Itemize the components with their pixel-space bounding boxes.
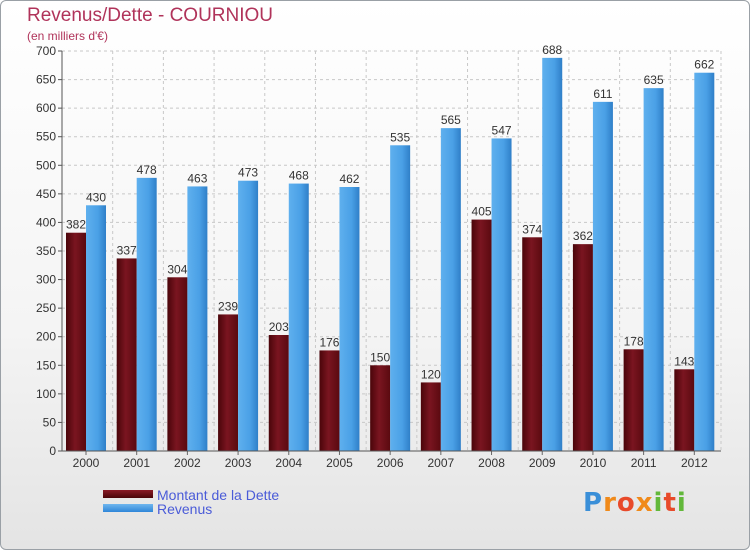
x-tick-label: 2010: [580, 456, 607, 470]
value-label-revenus: 478: [137, 163, 157, 177]
chart-subtitle: (en milliers d'€): [27, 29, 108, 43]
y-tick-label: 500: [36, 158, 56, 172]
bar-dette: [370, 365, 391, 451]
x-tick-label: 2002: [174, 456, 201, 470]
bar-revenus: [339, 187, 360, 451]
value-label-revenus: 635: [644, 73, 664, 87]
x-tick-label: 2000: [73, 456, 100, 470]
bar-revenus: [694, 72, 715, 451]
bar-revenus: [288, 183, 309, 452]
bar-revenus: [238, 180, 259, 451]
bar-revenus: [592, 101, 613, 451]
value-label-dette: 374: [522, 222, 542, 236]
y-tick-label: 0: [49, 444, 56, 458]
bar-revenus: [643, 88, 664, 452]
x-tick-label: 2005: [326, 456, 353, 470]
y-tick-label: 300: [36, 273, 56, 287]
value-label-revenus: 430: [86, 190, 106, 204]
bar-revenus: [136, 177, 157, 451]
bar-revenus: [390, 145, 411, 452]
legend-label-revenus: Revenus: [157, 501, 213, 517]
legend-label-dette: Montant de la Dette: [157, 487, 280, 503]
bar-revenus: [542, 57, 563, 451]
x-tick-label: 2012: [681, 456, 708, 470]
x-tick-label: 2006: [377, 456, 404, 470]
value-label-revenus: 688: [542, 43, 562, 57]
bar-revenus: [440, 128, 461, 451]
y-tick-label: 150: [36, 358, 56, 372]
y-tick-label: 400: [36, 215, 56, 229]
value-label-revenus: 468: [289, 169, 309, 183]
y-tick-label: 650: [36, 73, 56, 87]
x-tick-label: 2003: [225, 456, 252, 470]
value-label-dette: 405: [472, 205, 492, 219]
y-tick-label: 50: [43, 415, 57, 429]
value-label-revenus: 535: [390, 130, 410, 144]
bar-dette: [218, 314, 239, 451]
bar-dette: [471, 219, 492, 451]
value-label-dette: 304: [167, 262, 187, 276]
bar-dette: [268, 335, 289, 451]
axes: 0 50 100 150 200 250 300 350 400 450 500 550 600 650 7…: [36, 44, 721, 470]
y-tick-label: 700: [36, 44, 56, 58]
y-tick-label: 250: [36, 301, 56, 315]
y-tick-label: 100: [36, 387, 56, 401]
y-tick-label: 600: [36, 101, 56, 115]
value-label-dette: 143: [674, 354, 694, 368]
bar-revenus: [187, 186, 208, 451]
value-label-revenus: 473: [238, 166, 258, 180]
bar-dette: [420, 382, 441, 451]
legend-swatch-dette: [103, 490, 153, 498]
value-label-dette: 120: [421, 367, 441, 381]
bar-dette: [522, 237, 543, 451]
value-label-dette: 362: [573, 229, 593, 243]
bar-dette: [623, 349, 644, 451]
value-label-dette: 178: [624, 334, 644, 348]
y-tick-label: 200: [36, 330, 56, 344]
y-tick-label: 550: [36, 130, 56, 144]
value-label-revenus: 463: [187, 171, 207, 185]
bars: [66, 57, 715, 452]
value-label-revenus: 611: [593, 87, 612, 101]
bar-revenus: [86, 205, 106, 451]
value-label-dette: 203: [269, 320, 289, 334]
bar-dette: [674, 369, 695, 451]
value-label-dette: 239: [218, 299, 238, 313]
bar-dette: [167, 277, 188, 451]
value-label-revenus: 462: [339, 172, 359, 186]
y-tick-label: 450: [36, 187, 56, 201]
x-tick-label: 2007: [427, 456, 454, 470]
x-tick-label: 2009: [529, 456, 556, 470]
x-tick-label: 2008: [478, 456, 505, 470]
value-label-dette: 150: [370, 350, 390, 364]
value-label-dette: 337: [117, 243, 137, 257]
bar-revenus: [491, 138, 512, 451]
value-label-revenus: 565: [441, 113, 461, 127]
y-tick-label: 350: [36, 244, 56, 258]
value-label-dette: 176: [319, 335, 339, 349]
value-label-revenus: 662: [694, 58, 714, 72]
bar-dette: [572, 244, 593, 451]
proxiti-logo: Proxiti: [583, 488, 687, 518]
bar-dette: [319, 350, 340, 451]
bar-dette: [66, 232, 86, 451]
bar-dette: [116, 258, 137, 451]
value-label-revenus: 547: [492, 123, 512, 137]
chart-title: Revenus/Dette - COURNIOU: [27, 5, 274, 26]
x-tick-label: 2001: [123, 456, 150, 470]
x-tick-label: 2004: [275, 456, 302, 470]
legend-swatch-revenus: [103, 504, 153, 512]
value-label-dette: 382: [66, 218, 86, 232]
x-tick-label: 2011: [631, 456, 657, 470]
